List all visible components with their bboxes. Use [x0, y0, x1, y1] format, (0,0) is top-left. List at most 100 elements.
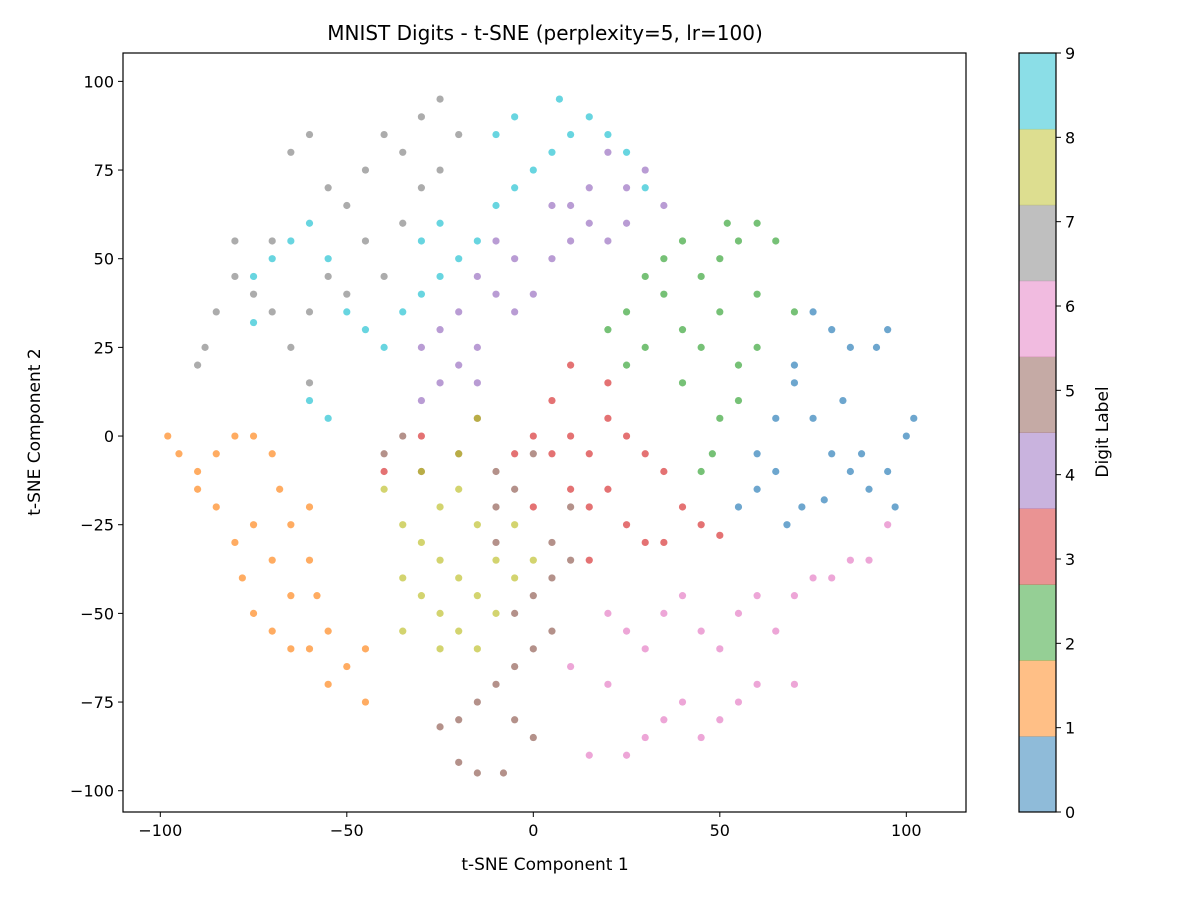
- point-digit-5: [567, 503, 575, 511]
- point-digit-1: [164, 432, 172, 440]
- point-digit-7: [305, 379, 314, 387]
- y-tick-label: −75: [80, 693, 114, 712]
- point-digit-0: [884, 467, 892, 476]
- point-digit-5: [529, 450, 537, 458]
- point-digit-0: [790, 361, 799, 369]
- point-digit-5: [492, 680, 500, 688]
- point-digit-1: [249, 521, 258, 529]
- point-digit-2: [734, 237, 743, 245]
- point-digit-2: [697, 467, 705, 476]
- y-tick-label: −100: [70, 782, 114, 801]
- point-digit-6: [828, 574, 836, 582]
- x-tick-label: −100: [138, 821, 182, 840]
- point-digit-5: [473, 769, 481, 777]
- point-digit-2: [753, 219, 761, 227]
- point-digit-9: [305, 219, 314, 227]
- point-digit-3: [622, 521, 631, 529]
- point-digit-3: [585, 556, 593, 564]
- point-digit-0: [846, 343, 854, 351]
- point-digit-3: [604, 414, 612, 422]
- point-digit-3: [567, 432, 575, 440]
- x-tick-label: −50: [330, 821, 364, 840]
- y-tick-label: −50: [80, 604, 114, 623]
- point-digit-9: [417, 237, 426, 245]
- point-digit-7: [361, 166, 370, 174]
- point-digit-4: [567, 237, 575, 245]
- point-digit-8: [529, 556, 537, 564]
- point-digit-9: [555, 95, 564, 103]
- point-digit-8: [473, 521, 481, 529]
- point-digit-3: [529, 503, 537, 511]
- point-digit-3: [660, 467, 668, 476]
- point-digit-7: [287, 148, 295, 156]
- point-digit-1: [361, 698, 370, 706]
- point-digit-6: [585, 751, 593, 759]
- point-digit-1: [231, 432, 239, 440]
- point-digit-0: [902, 432, 910, 440]
- point-digit-9: [511, 184, 519, 192]
- point-digit-3: [567, 361, 575, 369]
- point-digit-8: [399, 627, 407, 635]
- point-digit-4: [436, 379, 444, 387]
- point-digit-0: [865, 485, 873, 493]
- point-digit-9: [529, 166, 537, 174]
- point-digit-6: [884, 521, 892, 529]
- point-digit-4: [511, 255, 519, 263]
- point-digit-5: [436, 723, 444, 731]
- point-digit-2: [772, 237, 780, 245]
- point-digit-1: [324, 680, 332, 688]
- point-digit-5: [567, 556, 575, 564]
- point-digit-6: [660, 609, 668, 617]
- point-digit-1: [249, 432, 258, 440]
- point-digit-0: [828, 326, 836, 334]
- point-digit-1: [276, 485, 284, 493]
- point-digit-4: [473, 379, 481, 387]
- point-digit-4: [548, 255, 556, 263]
- point-digit-1: [212, 450, 220, 458]
- point-digit-9: [548, 148, 556, 156]
- point-digit-5: [473, 698, 481, 706]
- point-digit-3: [697, 521, 705, 529]
- point-digit-6: [734, 609, 743, 617]
- point-digit-9: [622, 148, 631, 156]
- point-digit-2: [753, 343, 761, 351]
- point-digit-2: [604, 326, 612, 334]
- point-digit-6: [772, 627, 780, 635]
- point-digit-9: [455, 255, 463, 263]
- colorbar-band-6: [1019, 280, 1056, 358]
- point-digit-5: [548, 627, 556, 635]
- point-digit-9: [361, 326, 370, 334]
- point-digit-9: [324, 414, 332, 422]
- point-digit-4: [455, 361, 463, 369]
- point-digit-4: [548, 201, 556, 210]
- point-digit-7: [201, 343, 209, 351]
- y-tick-label: 0: [104, 427, 114, 446]
- point-digit-6: [678, 592, 687, 600]
- point-digit-0: [872, 343, 881, 351]
- point-digit-6: [622, 751, 631, 759]
- point-digit-6: [567, 662, 575, 671]
- point-digit-1: [268, 627, 276, 635]
- colorbar-tick-label: 7: [1065, 213, 1075, 232]
- point-digit-7: [324, 272, 332, 281]
- point-digit-7: [268, 237, 276, 245]
- point-digit-9: [305, 396, 314, 405]
- point-digit-4: [529, 290, 537, 298]
- point-digit-9: [492, 130, 500, 139]
- y-tick-label: 75: [94, 161, 114, 180]
- point-digit-0: [783, 521, 791, 529]
- colorbar-band-4: [1019, 432, 1056, 509]
- point-digit-3: [548, 396, 556, 405]
- colorbar-tick-label: 1: [1065, 719, 1075, 738]
- point-digit-8: [417, 467, 426, 476]
- point-digit-1: [268, 556, 276, 564]
- point-digit-0: [790, 379, 799, 387]
- point-digit-2: [622, 361, 631, 369]
- point-digit-1: [268, 450, 276, 458]
- point-digit-9: [287, 237, 295, 245]
- point-digit-5: [455, 758, 463, 766]
- point-digit-0: [910, 414, 918, 422]
- point-digit-5: [399, 432, 407, 440]
- point-digit-4: [492, 237, 500, 245]
- point-digit-9: [473, 237, 481, 245]
